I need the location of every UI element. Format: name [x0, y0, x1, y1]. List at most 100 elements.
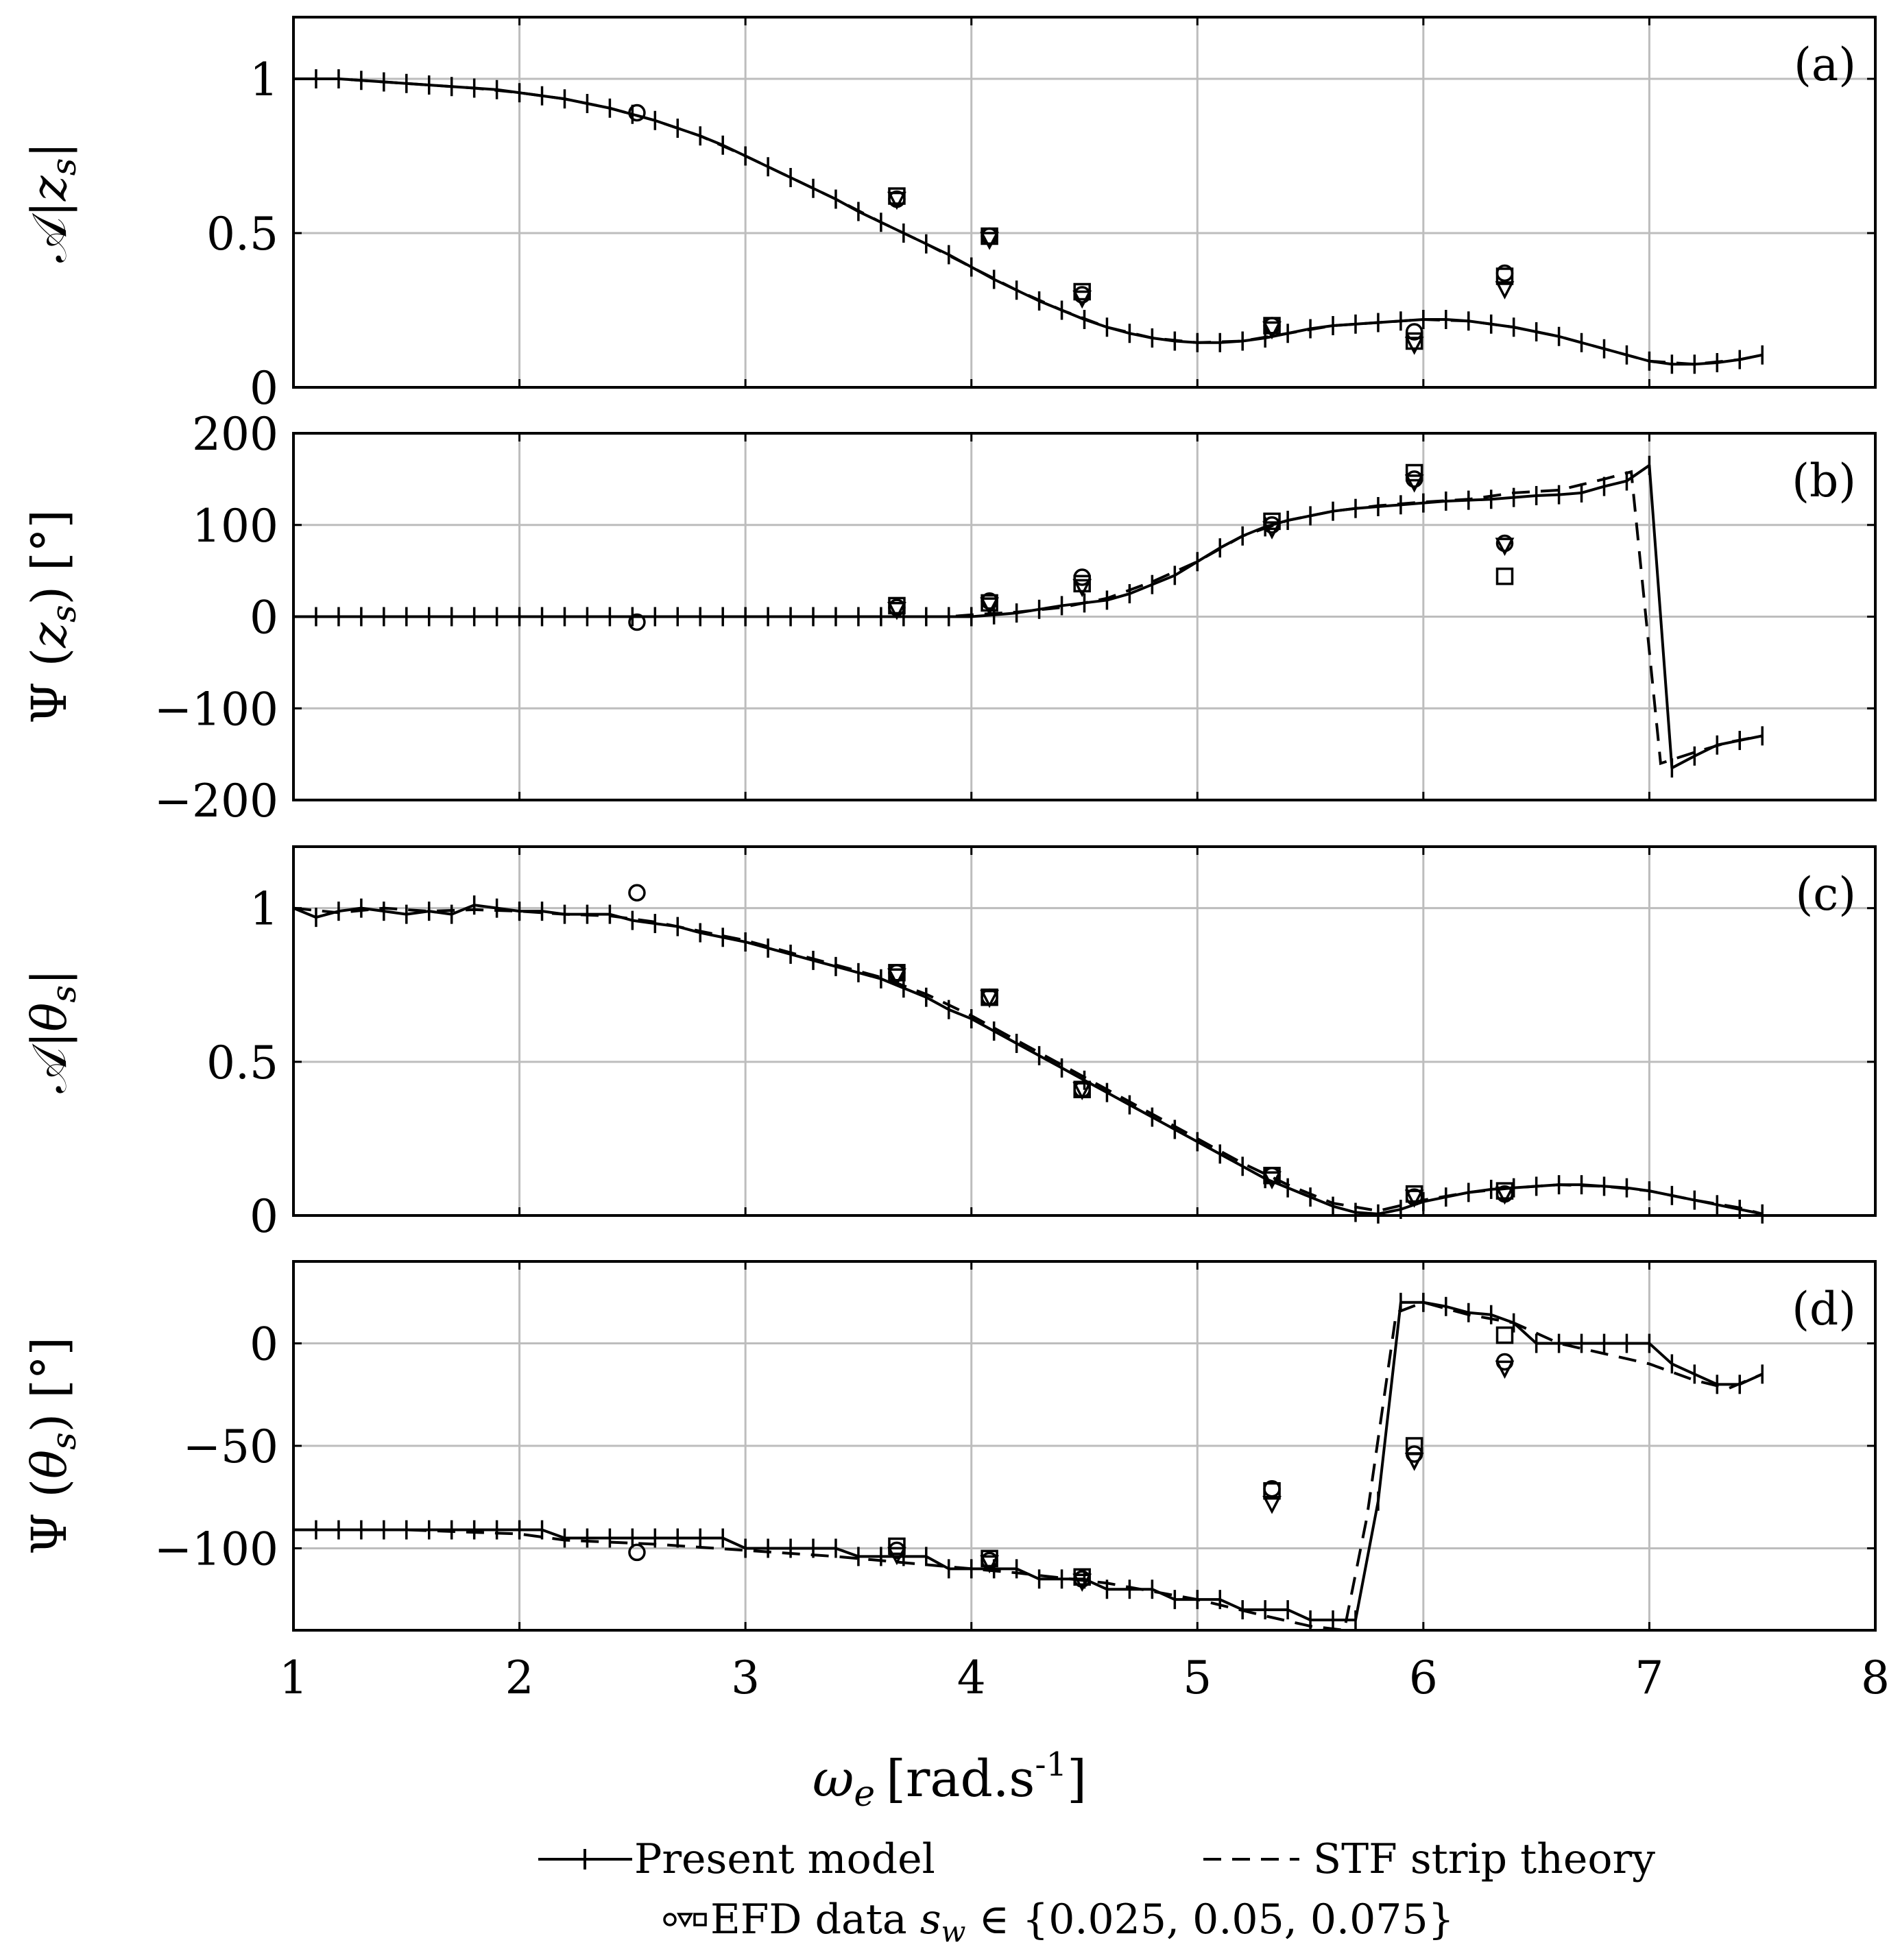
efd-circle-point	[1405, 323, 1423, 341]
x-axis-title: ωe [rad.s-1]	[813, 1745, 1087, 1815]
y-axis-title-var: θ	[21, 1003, 77, 1032]
efd-triangle-point	[980, 989, 999, 1008]
y-tick-label: 1	[250, 883, 278, 936]
y-tick-label: −200	[154, 775, 278, 827]
stf-strip-theory-line	[293, 470, 1763, 766]
efd-circle-point	[628, 1543, 646, 1562]
legend-efd-prefix: EFD data	[710, 1896, 920, 1944]
legend-triangle-marker	[677, 1913, 693, 1928]
efd-triangle-point	[1262, 1495, 1282, 1514]
y-tick-label: 1	[250, 53, 278, 106]
x-axis-subscript: e	[854, 1774, 875, 1815]
panel-label: (c)	[1796, 868, 1856, 921]
panel-label: (b)	[1792, 455, 1856, 507]
panel-label: (a)	[1794, 38, 1856, 91]
legend-efd-var: s	[920, 1896, 941, 1944]
y-tick-label: 0	[250, 592, 278, 644]
y-axis-title-sub: s	[44, 158, 84, 176]
y-axis-title-prefix: 𝒜|	[21, 1032, 77, 1093]
efd-square-point	[888, 1537, 906, 1556]
x-tick-label: 7	[1635, 1652, 1663, 1704]
efd-square-point	[1495, 1182, 1514, 1200]
y-axis-title-var: z	[21, 622, 77, 649]
efd-square-point	[888, 596, 906, 615]
legend-circle-marker	[663, 1913, 677, 1926]
efd-square-point	[1073, 1080, 1091, 1098]
efd-triangle-point	[1495, 537, 1515, 556]
y-axis-title-sub: s	[44, 985, 84, 1003]
panel-c: 0 0.5 1 𝒜|θs| (c)	[21, 845, 1877, 1243]
x-tick-label: 8	[1861, 1652, 1890, 1704]
y-tick-label: 0	[250, 1190, 278, 1243]
efd-square-point	[1263, 1482, 1281, 1500]
panel-frame	[292, 432, 1877, 801]
efd-triangle-point	[887, 968, 906, 987]
efd-triangle-point	[887, 1547, 906, 1566]
x-tick-label: 3	[731, 1652, 760, 1704]
efd-square-point	[1073, 574, 1091, 593]
y-axis-title-sub: s	[44, 1432, 84, 1450]
efd-square-point	[1263, 317, 1281, 335]
efd-square-point	[1405, 463, 1423, 482]
efd-square-point	[1495, 567, 1514, 585]
stf-strip-theory-line	[293, 906, 1763, 1215]
y-tick-label: 0	[250, 362, 278, 415]
x-tick-label: 6	[1409, 1652, 1438, 1704]
present-model-line	[293, 904, 1763, 1215]
efd-triangle-point	[1262, 321, 1282, 340]
y-tick-label: −100	[154, 683, 278, 736]
efd-triangle-point	[1072, 1573, 1092, 1593]
y-axis-title: 𝒜|zs|	[21, 142, 84, 263]
x-tick-label: 2	[505, 1652, 534, 1704]
y-tick-label: −50	[183, 1420, 278, 1473]
y-axis-title-suffix: ) [°]	[21, 509, 77, 605]
y-tick-label: 0.5	[206, 1037, 278, 1089]
y-axis-title: 𝒜|θs|	[21, 969, 84, 1093]
efd-circle-point	[628, 613, 646, 631]
y-axis-title-prefix: Ψ (	[21, 648, 77, 724]
y-tick-label: 100	[192, 500, 278, 553]
panel-frame	[292, 16, 1877, 389]
efd-triangle-point	[1404, 1189, 1424, 1208]
efd-square-point	[981, 988, 998, 1006]
legend-model-label: Present model	[634, 1835, 935, 1883]
y-tick-label: 0.5	[206, 208, 278, 261]
efd-triangle-point	[980, 597, 999, 616]
efd-triangle-point	[1072, 1082, 1092, 1100]
efd-square-point	[1495, 267, 1514, 285]
efd-triangle-point	[1262, 1171, 1282, 1189]
legend-efd-label: EFD data sw ∈ {0.025, 0.05, 0.075}	[710, 1896, 1454, 1948]
legend: Present model STF strip theory EFD data …	[538, 1835, 1655, 1948]
y-axis-title-var: θ	[21, 1450, 77, 1479]
efd-circle-point	[628, 104, 646, 122]
panel-b: −200 −100 0 100 200 Ψ (zs) [°] (b)	[21, 408, 1877, 827]
panel-label: (d)	[1792, 1283, 1856, 1335]
efd-square-point	[888, 964, 906, 982]
efd-square-point	[1405, 1437, 1423, 1455]
efd-triangle-point	[1495, 1360, 1515, 1379]
x-axis-close: ]	[1067, 1750, 1087, 1808]
y-axis-title-var: z	[21, 175, 77, 202]
x-tick-label: 4	[957, 1652, 986, 1704]
y-axis-title-suffix: |	[21, 969, 77, 985]
panel-d: −100 −50 0 1 2 3 4 5 6 7 8 Ψ (θs) [°] (d)	[21, 1260, 1890, 1704]
y-axis-title: Ψ (θs) [°]	[21, 1337, 84, 1555]
efd-triangle-point	[887, 191, 906, 210]
panel-frame	[292, 845, 1877, 1217]
legend-efd-sub: w	[941, 1915, 966, 1948]
efd-square-point	[1405, 332, 1423, 350]
y-axis-title: Ψ (zs) [°]	[21, 509, 84, 724]
legend-square-marker	[693, 1913, 707, 1926]
y-axis-title-suffix: |	[21, 142, 77, 158]
efd-circle-point	[628, 884, 646, 902]
present-model-line	[293, 1300, 1764, 1622]
efd-square-point	[1405, 1185, 1423, 1203]
legend-stf-label: STF strip theory	[1313, 1835, 1655, 1883]
efd-triangle-point	[1404, 337, 1424, 355]
y-axis-title-prefix: Ψ (	[21, 1479, 77, 1555]
panel-a: 0 0.5 1 𝒜|zs| (a)	[21, 16, 1877, 415]
stf-strip-theory-line	[293, 77, 1763, 366]
svg-text:ωe[rad.s-1]: ωe [rad.s-1]	[813, 1745, 1087, 1815]
